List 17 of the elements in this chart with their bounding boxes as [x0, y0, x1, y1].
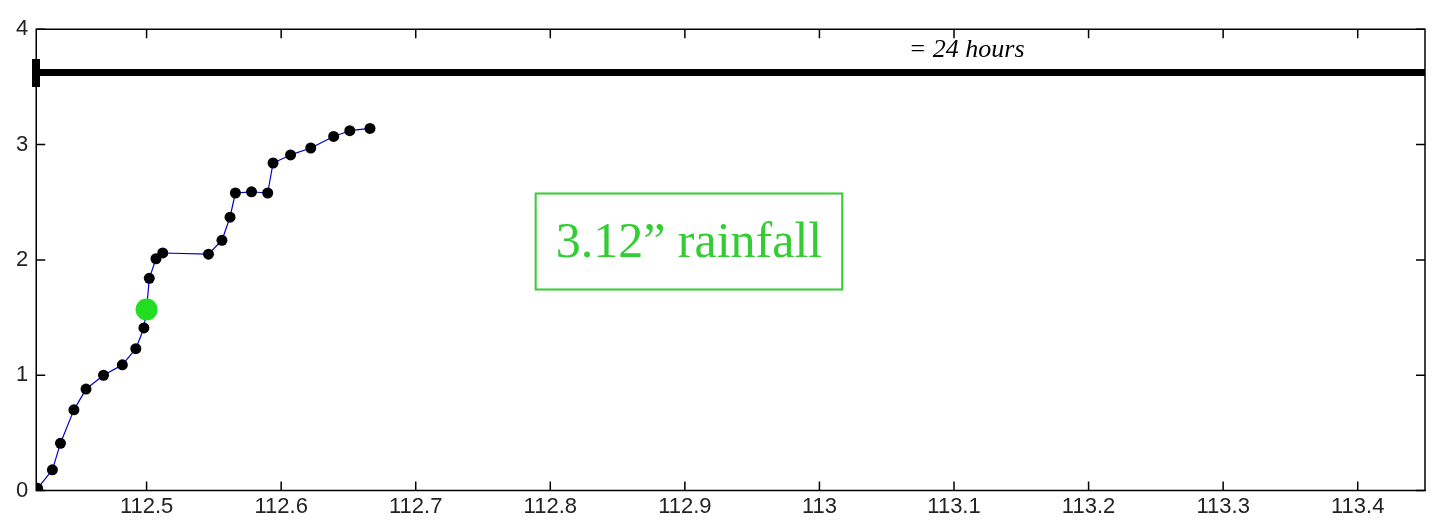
x-tick-label: 113.4: [1331, 492, 1385, 518]
annotation: = 24 hours: [908, 34, 1025, 64]
x-tick-label: 113.1: [927, 492, 981, 518]
y-tick-label: 3: [15, 130, 29, 156]
x-tick-label: 113.2: [1061, 492, 1116, 518]
annotation: 3.12” rainfall: [555, 211, 823, 268]
x-tick-label: 112.8: [523, 492, 577, 518]
x-tick-label: 112.7: [389, 492, 443, 518]
x-tick-label: 113: [801, 492, 837, 518]
x-tick-label: 113.3: [1196, 492, 1250, 518]
y-tick-label: 4: [15, 15, 29, 41]
y-tick-label: 0: [15, 476, 29, 502]
x-tick-label: 112.9: [658, 492, 712, 518]
y-tick-label: 1: [15, 361, 29, 387]
x-tick-label: 112.5: [119, 492, 174, 518]
y-tick-label: 2: [15, 245, 29, 271]
x-tick-label: 112.6: [254, 492, 308, 518]
